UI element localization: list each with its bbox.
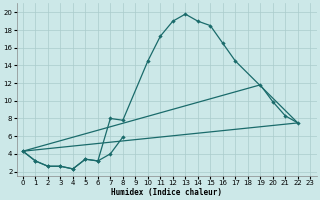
X-axis label: Humidex (Indice chaleur): Humidex (Indice chaleur) <box>111 188 222 197</box>
